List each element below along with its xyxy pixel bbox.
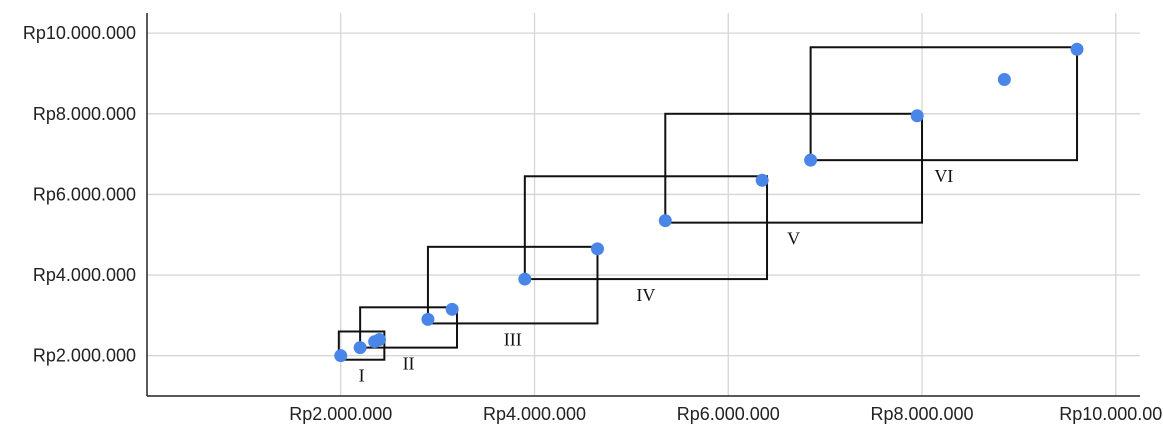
range-box-i xyxy=(337,330,386,361)
y-tick-label: Rp2.000.000 xyxy=(33,346,136,366)
range-box-label: III xyxy=(504,329,522,349)
range-box-vi xyxy=(809,46,1079,162)
range-box-iii xyxy=(426,245,599,325)
data-point xyxy=(334,349,348,363)
x-tick-label: Rp2.000.000 xyxy=(289,404,392,424)
y-tick-label: Rp4.000.000 xyxy=(33,265,136,285)
data-point xyxy=(997,73,1011,87)
y-tick-label: Rp8.000.000 xyxy=(33,104,136,124)
tick-label-layer: Rp2.000.000 Rp4.000.000 Rp6.000.000 Rp8.000… xyxy=(23,23,1163,424)
data-point xyxy=(518,272,532,286)
y-tick-label: Rp6.000.000 xyxy=(33,184,136,204)
grid-layer xyxy=(147,13,1140,396)
data-point xyxy=(445,302,459,316)
range-box-label: IV xyxy=(636,285,655,305)
data-point xyxy=(804,153,818,167)
data-point xyxy=(421,312,435,326)
x-tick-label: Rp6.000.000 xyxy=(677,404,780,424)
range-box-label: I xyxy=(359,366,365,386)
data-point xyxy=(658,214,672,228)
range-box-label: V xyxy=(787,229,800,249)
y-tick-label: Rp10.000.000 xyxy=(23,23,136,43)
range-box-v xyxy=(664,112,924,224)
data-point xyxy=(590,242,604,256)
data-point xyxy=(910,109,924,123)
data-point xyxy=(755,173,769,187)
data-point xyxy=(353,341,367,355)
range-box-layer xyxy=(337,46,1079,361)
range-box-iv xyxy=(523,175,769,281)
x-tick-label: Rp4.000.000 xyxy=(483,404,586,424)
data-point-layer xyxy=(334,42,1084,363)
axis-layer xyxy=(146,13,1140,397)
x-tick-label: Rp8.000.000 xyxy=(870,404,973,424)
data-point xyxy=(1070,42,1084,56)
data-point xyxy=(373,333,387,347)
x-tick-label: Rp10.000.000 xyxy=(1059,404,1163,424)
range-box-ii xyxy=(359,306,459,349)
range-box-label: II xyxy=(403,354,415,374)
range-box-label: VI xyxy=(934,166,953,186)
